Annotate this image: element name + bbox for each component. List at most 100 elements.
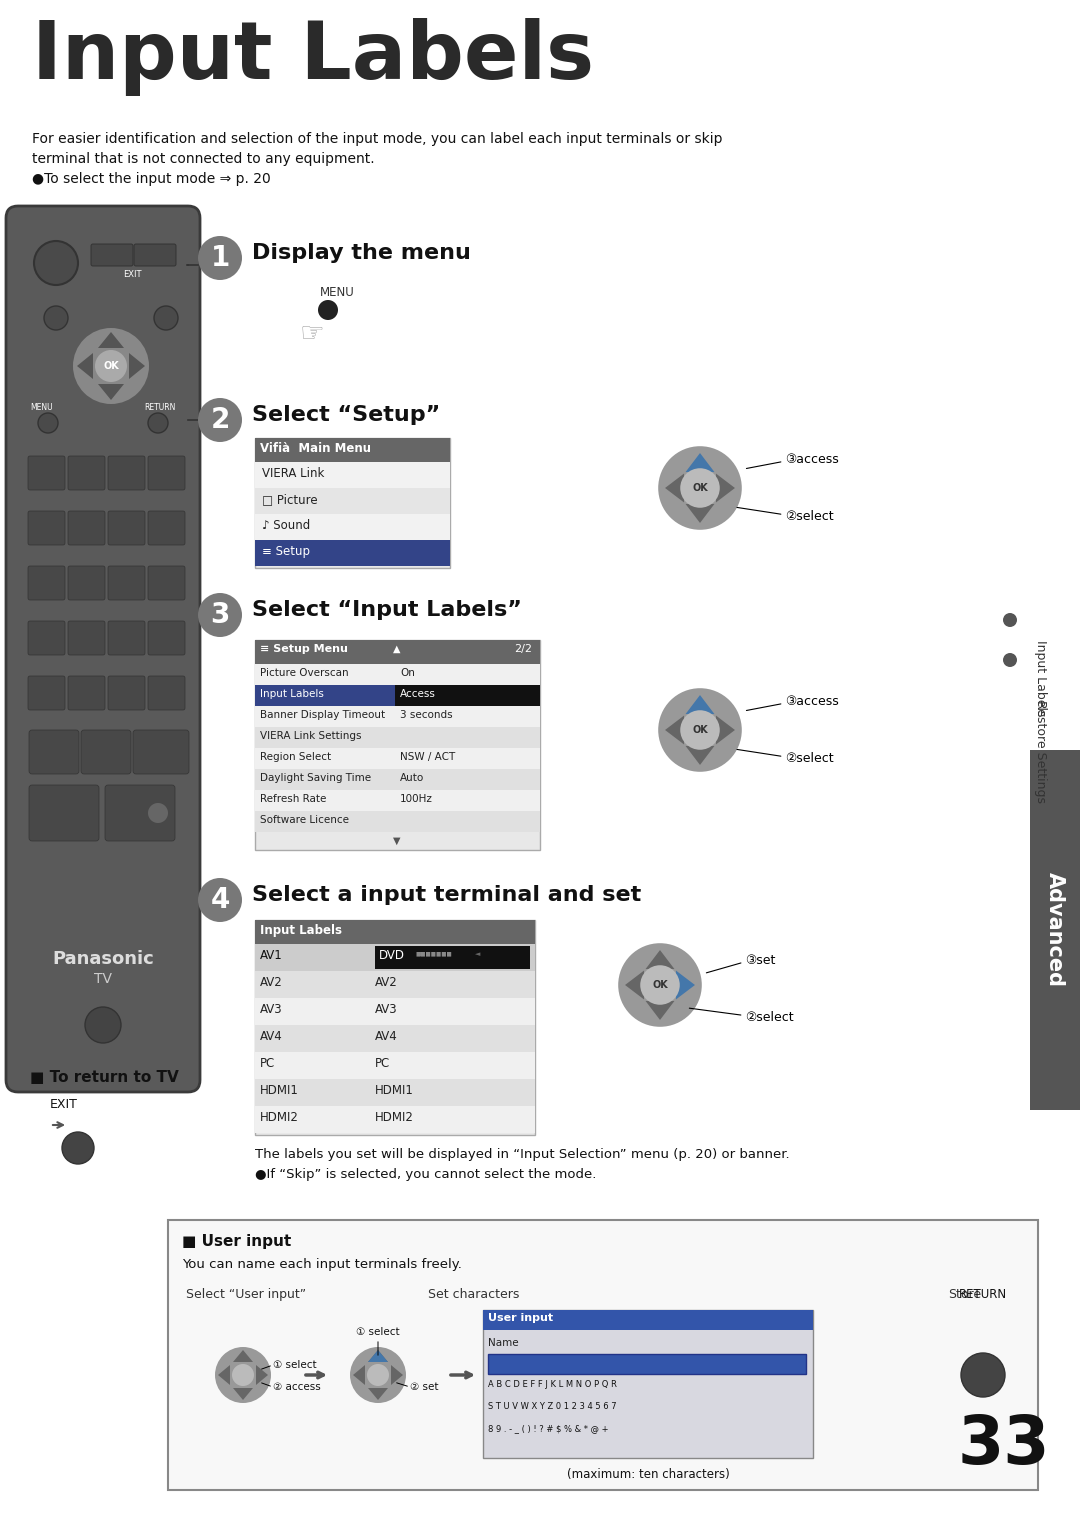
FancyBboxPatch shape — [6, 206, 200, 1093]
FancyBboxPatch shape — [28, 565, 65, 601]
Text: OK: OK — [692, 483, 707, 494]
FancyBboxPatch shape — [29, 730, 79, 775]
Polygon shape — [233, 1387, 253, 1400]
Circle shape — [961, 1352, 1005, 1397]
Text: ■ To return to TV: ■ To return to TV — [30, 1070, 179, 1085]
Bar — [255, 944, 535, 970]
Text: S T U V W X Y Z 0 1 2 3 4 5 6 7: S T U V W X Y Z 0 1 2 3 4 5 6 7 — [488, 1403, 617, 1410]
Text: RETURN: RETURN — [145, 403, 176, 413]
Text: HDMI1: HDMI1 — [260, 1083, 299, 1097]
FancyBboxPatch shape — [108, 675, 145, 711]
Text: ■■■■■■■: ■■■■■■■ — [415, 952, 451, 957]
Bar — [255, 685, 540, 706]
Text: Select “Setup”: Select “Setup” — [252, 405, 441, 425]
Polygon shape — [716, 474, 735, 503]
Bar — [26, 223, 180, 353]
Text: RETURN: RETURN — [959, 1288, 1007, 1300]
Circle shape — [85, 1007, 121, 1044]
FancyBboxPatch shape — [28, 675, 65, 711]
Text: ②select: ②select — [745, 1012, 794, 1024]
Polygon shape — [646, 1001, 674, 1021]
Text: 2/2: 2/2 — [514, 643, 532, 654]
Polygon shape — [686, 504, 715, 523]
Bar — [255, 1051, 535, 1079]
FancyBboxPatch shape — [133, 730, 189, 775]
Bar — [255, 727, 540, 749]
Bar — [255, 640, 540, 850]
Text: Restore Settings: Restore Settings — [1034, 700, 1047, 804]
FancyBboxPatch shape — [29, 785, 99, 840]
Text: PC: PC — [375, 1057, 390, 1070]
Bar — [483, 1309, 813, 1329]
Text: OK: OK — [103, 361, 119, 371]
Bar — [255, 513, 450, 539]
Text: AV4: AV4 — [375, 1030, 397, 1044]
Text: ▼: ▼ — [393, 836, 401, 847]
Text: You can name each input terminals freely.: You can name each input terminals freely… — [183, 1258, 462, 1271]
FancyBboxPatch shape — [148, 565, 185, 601]
Text: ♪ Sound: ♪ Sound — [262, 520, 310, 532]
Text: ●To select the input mode ⇒ p. 20: ●To select the input mode ⇒ p. 20 — [32, 173, 271, 186]
Text: Store: Store — [948, 1288, 981, 1300]
Polygon shape — [716, 715, 735, 744]
Bar — [255, 665, 540, 685]
Polygon shape — [686, 746, 715, 766]
Text: User input: User input — [488, 1313, 553, 1323]
Text: ② set: ② set — [410, 1381, 438, 1392]
Text: Set characters: Set characters — [428, 1288, 519, 1300]
Text: Banner Display Timeout: Banner Display Timeout — [260, 711, 386, 720]
FancyBboxPatch shape — [68, 565, 105, 601]
Bar — [255, 640, 540, 665]
Bar — [255, 749, 540, 769]
Text: ② access: ② access — [273, 1381, 321, 1392]
Polygon shape — [233, 1351, 253, 1361]
Bar — [255, 439, 450, 568]
Polygon shape — [256, 1365, 268, 1384]
Text: terminal that is not connected to any equipment.: terminal that is not connected to any eq… — [32, 151, 375, 167]
FancyBboxPatch shape — [28, 510, 65, 545]
Text: MENU: MENU — [320, 286, 354, 299]
Text: Input Labels: Input Labels — [32, 18, 594, 96]
Circle shape — [618, 943, 702, 1027]
Text: AV3: AV3 — [260, 1002, 283, 1016]
Text: Region Select: Region Select — [260, 752, 332, 762]
Polygon shape — [368, 1351, 388, 1361]
Text: Auto: Auto — [400, 773, 424, 782]
FancyBboxPatch shape — [134, 244, 176, 266]
Text: ≡ Setup Menu: ≡ Setup Menu — [260, 643, 348, 654]
Text: 100Hz: 100Hz — [400, 795, 433, 804]
Circle shape — [680, 468, 719, 507]
Polygon shape — [98, 332, 124, 348]
Text: HDMI2: HDMI2 — [260, 1111, 299, 1125]
Bar — [1030, 750, 1080, 1109]
Text: AV1: AV1 — [260, 949, 283, 963]
Text: ◄: ◄ — [475, 950, 481, 957]
Text: Select “User input”: Select “User input” — [186, 1288, 306, 1300]
Text: Vifià  Main Menu: Vifià Main Menu — [260, 442, 372, 455]
Bar — [255, 439, 450, 461]
Text: AV2: AV2 — [260, 976, 283, 989]
FancyBboxPatch shape — [148, 510, 185, 545]
Circle shape — [1003, 613, 1017, 626]
Text: HDMI2: HDMI2 — [375, 1111, 414, 1125]
Text: 4: 4 — [211, 886, 230, 914]
Circle shape — [148, 804, 168, 824]
Text: Select “Input Labels”: Select “Input Labels” — [252, 601, 522, 620]
Text: AV3: AV3 — [375, 1002, 397, 1016]
Text: OK: OK — [692, 724, 707, 735]
Text: HDMI1: HDMI1 — [375, 1083, 414, 1097]
Bar — [255, 790, 540, 811]
Bar — [255, 998, 535, 1025]
Circle shape — [658, 446, 742, 530]
Circle shape — [198, 593, 242, 637]
Text: ③access: ③access — [785, 695, 839, 707]
Polygon shape — [391, 1365, 403, 1384]
Bar — [488, 1354, 806, 1374]
Text: ▲: ▲ — [393, 643, 401, 654]
FancyBboxPatch shape — [28, 455, 65, 490]
Text: On: On — [400, 668, 415, 678]
Text: The labels you set will be displayed in “Input Selection” menu (p. 20) or banner: The labels you set will be displayed in … — [255, 1148, 789, 1161]
Text: EXIT: EXIT — [123, 270, 141, 280]
Text: ●If “Skip” is selected, you cannot select the mode.: ●If “Skip” is selected, you cannot selec… — [255, 1167, 596, 1181]
Text: AV4: AV4 — [260, 1030, 283, 1044]
